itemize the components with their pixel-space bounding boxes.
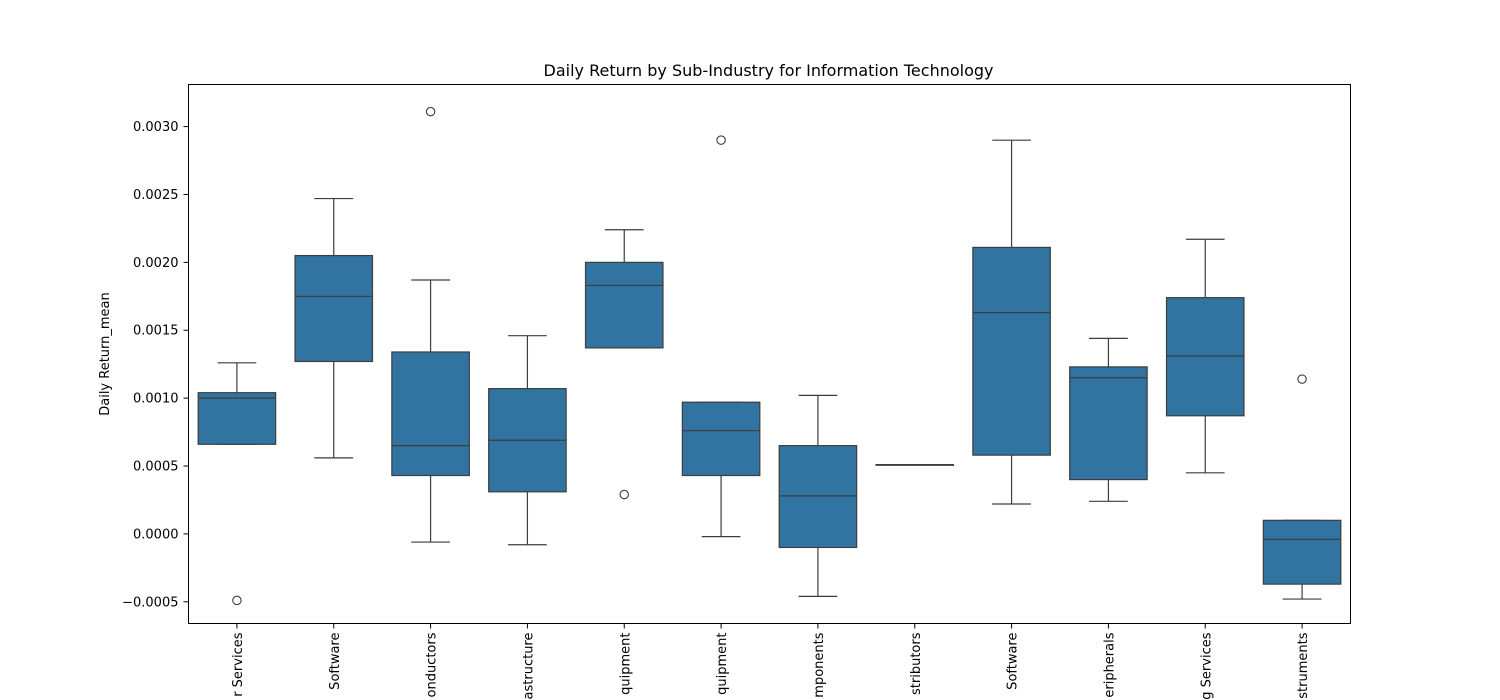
box: [584, 261, 664, 349]
outlier-point: [232, 595, 242, 606]
y-tick-label: 0.0025: [133, 188, 179, 203]
y-tick-label: −0.0005: [122, 595, 178, 610]
chart-title: Daily Return by Sub-Industry for Informa…: [544, 61, 994, 80]
y-tick-label: 0.0000: [133, 527, 179, 542]
y-tick-label: 0.0030: [133, 120, 179, 135]
x-tick-label: g Services: [1199, 632, 1214, 699]
outlier-point: [716, 135, 726, 145]
y-tick-label: 0.0015: [133, 324, 179, 339]
box: [778, 445, 858, 549]
x-tick-label: r Services: [231, 632, 246, 697]
box: [197, 392, 277, 445]
x-tick-label: quipment: [618, 633, 633, 695]
box: [681, 401, 761, 477]
box: [294, 254, 374, 363]
box: [972, 246, 1051, 456]
y-tick-label: 0.0005: [133, 460, 179, 475]
plot-area: −0.0005 0.0000 0.0005 0.0010 0.0015 0.0020 0.0…: [122, 106, 1342, 700]
x-tick-label: Software: [1006, 633, 1021, 690]
x-tick-label: struments: [1296, 632, 1311, 698]
box: [1069, 366, 1148, 481]
box: [1262, 519, 1342, 585]
x-tick-label: quipment: [715, 633, 730, 695]
plot-frame: [188, 84, 1351, 624]
box: [1165, 297, 1245, 417]
outlier-point: [425, 106, 436, 117]
x-tick-label: astructure: [521, 633, 536, 700]
y-tick-label: 0.0010: [133, 392, 179, 407]
x-tick-label: mponents: [812, 632, 827, 697]
x-tick-label: onductors: [425, 632, 440, 697]
x-tick-label: Software: [328, 633, 343, 690]
y-axis-label: Daily Return_mean: [98, 292, 113, 416]
outlier-point: [1297, 374, 1307, 384]
x-tick-label: stributors: [909, 632, 924, 695]
outlier-point: [619, 489, 629, 500]
box: [391, 351, 470, 477]
x-tick-label: eripherals: [1102, 632, 1117, 697]
y-tick-label: 0.0020: [133, 256, 179, 271]
